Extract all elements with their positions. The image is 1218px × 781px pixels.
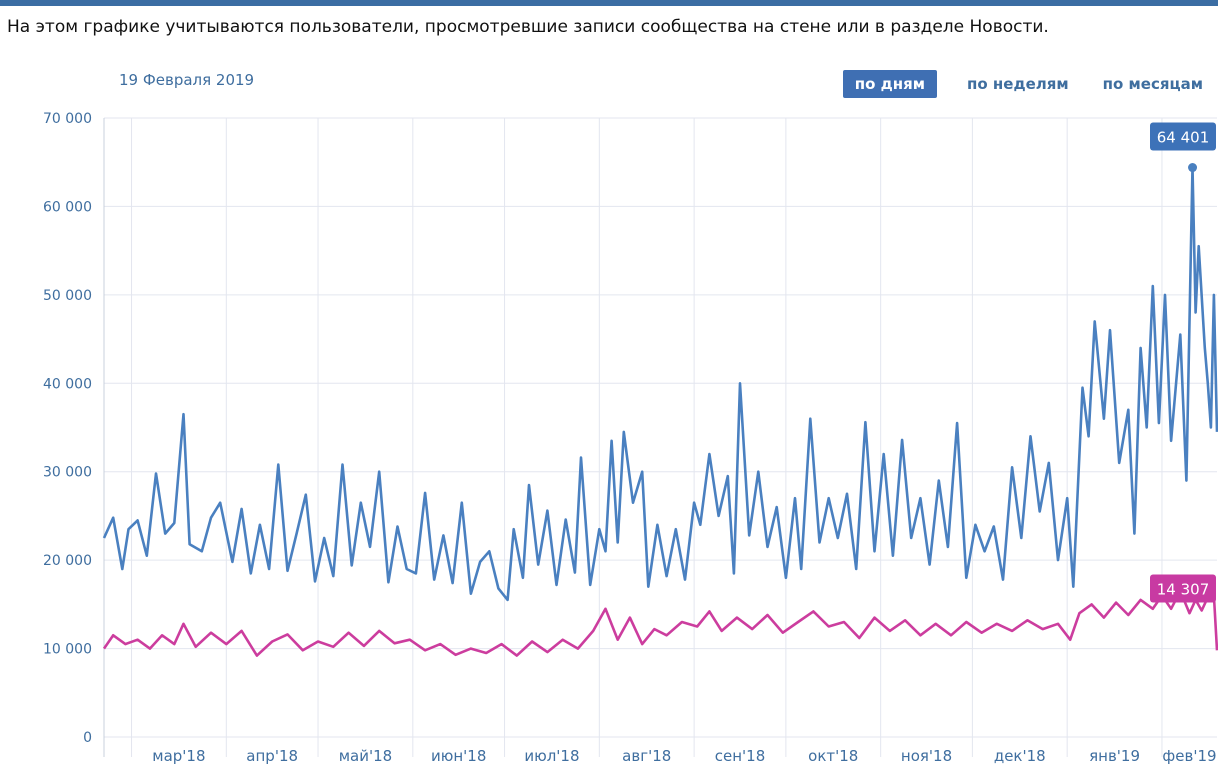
x-tick-label: ноя'18 (901, 747, 952, 765)
peak-value-label: 64 401 (1157, 129, 1210, 147)
x-tick-label: апр'18 (246, 747, 298, 765)
x-tick-label: янв'19 (1089, 747, 1140, 765)
period-switcher: по дням по неделям по месяцам (842, 70, 1207, 98)
x-axis-labels: мар'18 апр'18 май'18 июн'18 июл'18 авг'18 сен'… (152, 747, 1216, 765)
y-tick-label: 30 000 (43, 465, 92, 481)
x-tick-label: мар'18 (152, 747, 205, 765)
series-line-0 (102, 166, 1218, 602)
y-tick-label: 20 000 (43, 553, 92, 569)
x-tick-label: фев'19 (1162, 747, 1216, 765)
period-day-button[interactable]: по дням (842, 70, 938, 98)
y-axis-labels: 70 000 60 000 50 000 40 000 30 000 20 000 10 0… (43, 111, 92, 746)
x-tick-label: дек'18 (994, 747, 1046, 765)
x-tick-label: июл'18 (524, 747, 579, 765)
selected-date: 19 Февраля 2019 (119, 71, 255, 89)
highlight-point (1188, 163, 1198, 173)
peak-value-flag (1150, 122, 1216, 151)
period-month-button[interactable]: по месяцам (1099, 70, 1207, 98)
y-tick-label: 50 000 (43, 288, 92, 304)
period-week-button[interactable]: по неделям (963, 70, 1073, 98)
secondary-value-flag (1150, 574, 1216, 603)
chart-series (102, 166, 1218, 657)
y-tick-label: 40 000 (43, 376, 92, 392)
x-tick-label: авг'18 (622, 747, 671, 765)
chart-caption: На этом графике учитываются пользователи… (7, 17, 1049, 37)
top-accent-bar (0, 0, 1218, 6)
y-tick-label: 70 000 (43, 111, 92, 127)
chart-flags: 64 401 14 307 (1150, 122, 1216, 603)
x-tick-label: окт'18 (808, 747, 858, 765)
series-line-1 (102, 589, 1218, 657)
y-tick-label: 60 000 (43, 199, 92, 215)
x-tick-label: май'18 (339, 747, 392, 765)
secondary-value-label: 14 307 (1157, 580, 1210, 598)
chart-grid (103, 117, 1217, 757)
y-tick-label: 0 (83, 730, 92, 746)
x-tick-label: июн'18 (431, 747, 486, 765)
x-tick-label: сен'18 (715, 747, 766, 765)
y-tick-label: 10 000 (43, 642, 92, 658)
views-chart[interactable]: 70 000 60 000 50 000 40 000 30 000 20 000 10 0… (0, 100, 1218, 781)
